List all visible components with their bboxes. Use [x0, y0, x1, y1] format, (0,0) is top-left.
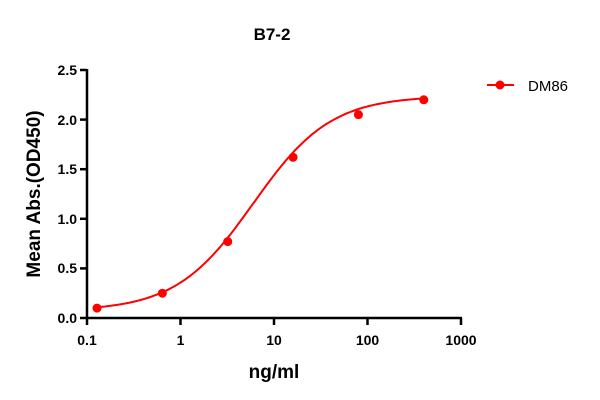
svg-text:100: 100	[356, 332, 380, 348]
svg-text:1.5: 1.5	[58, 161, 78, 177]
svg-text:1000: 1000	[445, 332, 476, 348]
svg-text:10: 10	[266, 332, 282, 348]
y-axis-label: Mean Abs.(OD450)	[24, 110, 45, 277]
svg-text:2.0: 2.0	[58, 112, 78, 128]
y-axis	[80, 68, 89, 320]
chart-title: B7-2	[254, 25, 291, 44]
y-tick-labels: 2.5 2.0 1.5 1.0 0.5 0.0	[58, 62, 78, 326]
series-dm86	[92, 95, 429, 313]
svg-text:2.5: 2.5	[58, 62, 78, 78]
x-axis-label: ng/ml	[249, 362, 300, 383]
data-point	[353, 110, 363, 120]
svg-text:0.0: 0.0	[58, 310, 78, 326]
data-point	[419, 95, 429, 105]
data-point	[157, 288, 167, 298]
legend-marker-icon	[495, 80, 505, 90]
legend: DM86	[487, 78, 568, 95]
svg-text:0.5: 0.5	[58, 260, 78, 276]
x-tick-labels: 0.1 1 10 100 1000	[77, 332, 477, 348]
legend-label: DM86	[528, 78, 568, 95]
svg-text:1: 1	[177, 332, 185, 348]
data-point	[223, 237, 233, 247]
data-point	[288, 152, 298, 162]
svg-text:0.1: 0.1	[77, 332, 97, 348]
svg-text:1.0: 1.0	[58, 211, 78, 227]
x-axis	[85, 316, 463, 325]
data-point	[92, 303, 102, 313]
